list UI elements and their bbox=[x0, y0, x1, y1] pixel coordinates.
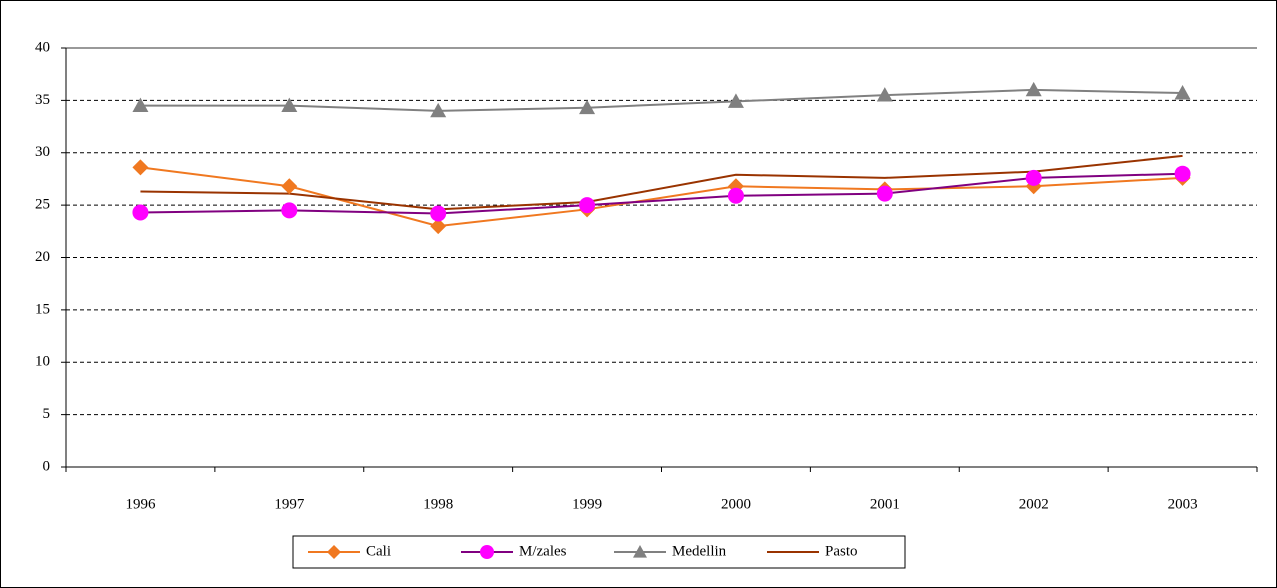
marker bbox=[1174, 85, 1191, 100]
marker bbox=[579, 197, 596, 214]
y-tick-label: 30 bbox=[35, 144, 50, 160]
marker bbox=[281, 178, 298, 195]
y-tick-label: 5 bbox=[43, 406, 51, 422]
y-tick-label: 40 bbox=[35, 39, 50, 55]
marker bbox=[327, 545, 341, 559]
x-tick-label: 1998 bbox=[423, 496, 453, 512]
marker bbox=[132, 97, 149, 113]
y-tick-label: 15 bbox=[35, 301, 50, 317]
x-tick-label: 2001 bbox=[870, 496, 900, 512]
marker bbox=[430, 102, 447, 118]
x-tick-label: 2002 bbox=[1019, 496, 1049, 512]
x-tick-label: 1999 bbox=[572, 496, 602, 512]
x-tick-label: 1997 bbox=[274, 496, 305, 512]
y-tick-label: 20 bbox=[35, 249, 50, 265]
legend-label: Pasto bbox=[825, 543, 858, 559]
marker bbox=[132, 159, 149, 176]
legend-label: Cali bbox=[366, 543, 391, 559]
marker bbox=[1025, 169, 1042, 186]
marker bbox=[876, 87, 893, 102]
marker bbox=[132, 204, 149, 221]
marker bbox=[876, 185, 893, 202]
series-line bbox=[140, 88, 1183, 112]
legend-label: M/zales bbox=[519, 543, 567, 559]
y-tick-label: 25 bbox=[35, 197, 50, 213]
y-tick-label: 10 bbox=[35, 354, 50, 370]
marker bbox=[727, 187, 744, 204]
marker bbox=[281, 97, 298, 113]
marker bbox=[727, 93, 744, 108]
y-tick-label: 35 bbox=[35, 92, 50, 108]
legend-label: Medellin bbox=[672, 543, 727, 559]
marker bbox=[1025, 81, 1042, 97]
x-tick-label: 2000 bbox=[721, 496, 751, 512]
y-tick-label: 0 bbox=[43, 458, 51, 474]
marker bbox=[633, 545, 647, 558]
series-line bbox=[140, 154, 1183, 211]
marker bbox=[430, 205, 447, 222]
x-tick-label: 1996 bbox=[125, 496, 156, 512]
marker bbox=[1174, 165, 1191, 182]
x-tick-label: 2003 bbox=[1168, 496, 1198, 512]
marker bbox=[281, 202, 298, 219]
marker bbox=[579, 99, 596, 115]
series-line bbox=[140, 172, 1183, 215]
series-line bbox=[140, 166, 1183, 228]
marker bbox=[430, 218, 447, 235]
marker bbox=[480, 545, 494, 559]
